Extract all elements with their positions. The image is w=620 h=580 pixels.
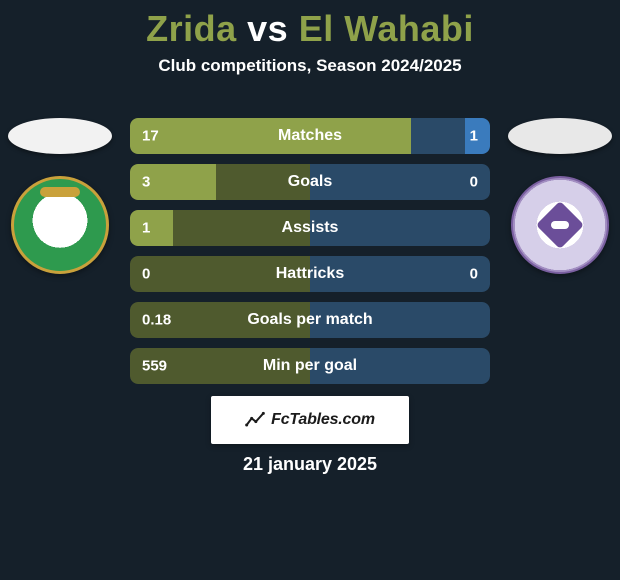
stat-row: 00Hattricks: [130, 256, 490, 292]
stat-row: 0.18Goals per match: [130, 302, 490, 338]
left-jersey-shape: [8, 118, 112, 154]
right-jersey-shape: [508, 118, 612, 154]
right-club-crest: [511, 176, 609, 274]
left-player-column: [0, 100, 120, 274]
player1-name: Zrida: [146, 8, 237, 49]
stat-row: 559Min per goal: [130, 348, 490, 384]
fctables-icon: [245, 410, 265, 430]
stat-label: Matches: [130, 127, 490, 145]
title-vs: vs: [247, 8, 288, 49]
player2-name: El Wahabi: [299, 8, 474, 49]
left-club-crest: [11, 176, 109, 274]
stat-label: Assists: [130, 219, 490, 237]
stat-label: Min per goal: [130, 357, 490, 375]
stat-row: 171Matches: [130, 118, 490, 154]
subtitle: Club competitions, Season 2024/2025: [0, 56, 620, 76]
snapshot-date: 21 january 2025: [0, 454, 620, 475]
stats-bars: 171Matches 30Goals 1Assists 00Hattricks 0.18…: [130, 118, 490, 384]
comparison-title: Zrida vs El Wahabi: [0, 0, 620, 50]
stat-label: Goals: [130, 173, 490, 191]
brand-badge: FcTables.com: [211, 396, 409, 444]
brand-text: FcTables.com: [271, 411, 375, 429]
right-player-column: [500, 100, 620, 274]
stat-row: 1Assists: [130, 210, 490, 246]
stat-label: Hattricks: [130, 265, 490, 283]
stat-row: 30Goals: [130, 164, 490, 200]
stat-label: Goals per match: [130, 311, 490, 329]
